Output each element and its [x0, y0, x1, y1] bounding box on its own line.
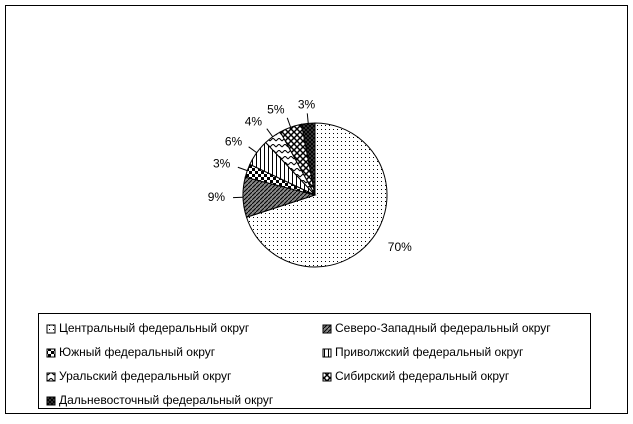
- data-label: 70%: [388, 240, 412, 254]
- legend-label: Северо-Западный федеральный округ: [335, 321, 551, 335]
- legend-label: Центральный федеральный округ: [59, 321, 250, 335]
- data-label: 3%: [298, 98, 316, 112]
- legend-label: Приволжский федеральный округ: [335, 345, 524, 359]
- legend-swatch: [323, 325, 331, 333]
- legend-label: Дальневосточный федеральный округ: [59, 393, 274, 407]
- data-label: 4%: [245, 114, 263, 128]
- legend-swatch: [323, 349, 331, 357]
- legend-label: Сибирский федеральный округ: [335, 369, 510, 383]
- legend-label: Уральский федеральный округ: [59, 369, 232, 383]
- legend-swatch: [47, 325, 55, 333]
- legend-swatch: [47, 397, 55, 405]
- legend-label: Южный федеральный округ: [59, 345, 216, 359]
- data-label: 3%: [213, 157, 231, 171]
- data-label: 6%: [225, 134, 243, 148]
- legend-swatch: [47, 373, 55, 381]
- data-label: 9%: [208, 190, 226, 204]
- legend-swatch: [47, 349, 55, 357]
- data-label: 5%: [267, 102, 285, 116]
- legend-swatch: [323, 373, 331, 381]
